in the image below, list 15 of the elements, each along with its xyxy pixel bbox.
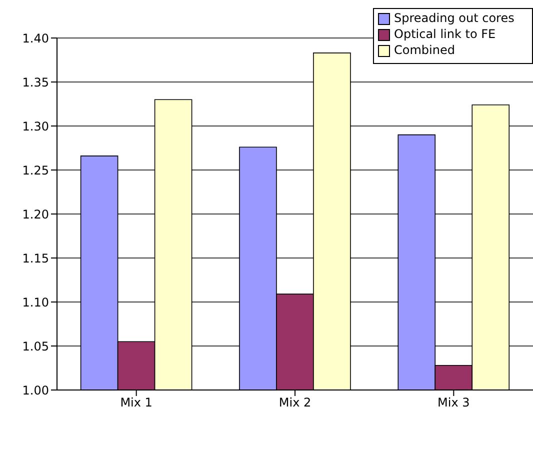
y-tick-label: 1.20 xyxy=(22,207,49,222)
legend-label: Spreading out cores xyxy=(394,11,514,25)
y-tick-label: 1.05 xyxy=(22,339,49,354)
y-tick-label: 1.35 xyxy=(22,75,49,90)
y-tick-label: 1.15 xyxy=(22,251,49,266)
y-tick-label: 1.00 xyxy=(22,383,49,398)
x-tick-label: Mix 3 xyxy=(438,396,470,410)
y-tick-label: 1.10 xyxy=(22,295,49,310)
y-tick-label: 1.25 xyxy=(22,163,49,178)
legend-label: Combined xyxy=(394,43,455,57)
x-tick-label: Mix 1 xyxy=(120,396,152,410)
y-tick-label: 1.30 xyxy=(22,119,49,134)
y-tick-label: 1.40 xyxy=(22,31,49,46)
x-tick-label: Mix 2 xyxy=(278,396,312,410)
legend-label: Optical link to FE xyxy=(394,27,496,41)
